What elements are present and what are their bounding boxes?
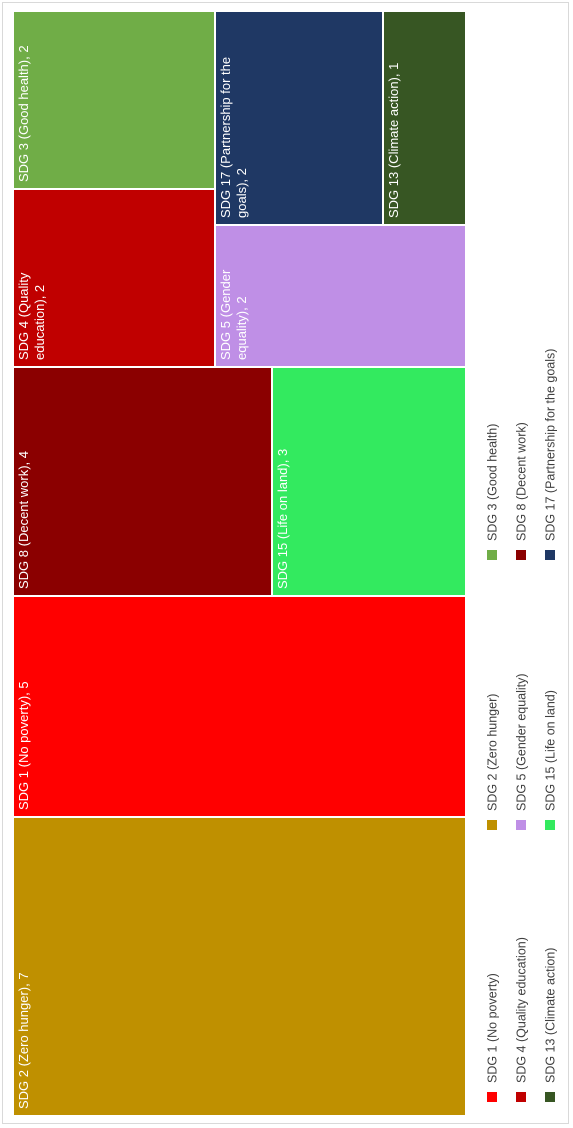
tile-label-line: education), 2 bbox=[32, 285, 47, 360]
tile-label-line: SDG 17 (Partnership for the bbox=[218, 57, 233, 218]
tile-label-sdg4: SDG 4 (Qualityeducation), 2 bbox=[16, 272, 47, 360]
tile-label-line: SDG 4 (Quality bbox=[16, 272, 31, 360]
legend-label: SDG 1 (No poverty) bbox=[486, 973, 500, 1083]
tile-label-line: SDG 13 (Climate action), 1 bbox=[386, 63, 401, 218]
tile-rect-sdg1 bbox=[14, 597, 465, 816]
legend-item: SDG 1 (No poverty) bbox=[486, 973, 500, 1102]
tile-label-sdg3: SDG 3 (Good health), 2 bbox=[16, 45, 31, 182]
tile-label-line: SDG 2 (Zero hunger), 7 bbox=[16, 972, 31, 1109]
tile-rect-sdg2 bbox=[14, 818, 465, 1115]
legend-item: SDG 17 (Partnership for the goals) bbox=[544, 349, 558, 560]
legend-swatch bbox=[545, 820, 555, 830]
legend-label: SDG 4 (Quality education) bbox=[515, 937, 529, 1083]
legend-item: SDG 2 (Zero hunger) bbox=[486, 694, 500, 830]
legend-swatch bbox=[545, 1092, 555, 1102]
tile-label-sdg17: SDG 17 (Partnership for thegoals), 2 bbox=[218, 57, 249, 218]
legend-label: SDG 17 (Partnership for the goals) bbox=[544, 349, 558, 541]
legend-swatch bbox=[487, 1092, 497, 1102]
tile-sdg5: SDG 5 (Genderequality), 2 bbox=[216, 226, 465, 366]
legend-item: SDG 15 (Life on land) bbox=[544, 690, 558, 830]
legend-swatch bbox=[545, 550, 555, 560]
legend-swatch bbox=[516, 1092, 526, 1102]
tile-sdg1: SDG 1 (No poverty), 5 bbox=[14, 597, 465, 816]
legend: SDG 1 (No poverty) SDG 2 (Zero hunger) SDG… bbox=[486, 349, 558, 1102]
legend-label: SDG 13 (Climate action) bbox=[544, 948, 558, 1083]
legend-item: SDG 8 (Decent work) bbox=[515, 422, 529, 560]
legend-item: SDG 3 (Good health) bbox=[486, 424, 500, 560]
tile-label-line: equality), 2 bbox=[234, 296, 249, 360]
tile-sdg2: SDG 2 (Zero hunger), 7 bbox=[14, 818, 465, 1115]
tile-sdg15: SDG 15 (Life on land), 3 bbox=[273, 368, 465, 595]
legend-label: SDG 3 (Good health) bbox=[486, 424, 500, 541]
tile-sdg17: SDG 17 (Partnership for thegoals), 2 bbox=[216, 12, 382, 224]
legend-swatch bbox=[516, 550, 526, 560]
tile-sdg8: SDG 8 (Decent work), 4 bbox=[14, 368, 271, 595]
legend-item: SDG 5 (Gender equality) bbox=[515, 673, 529, 830]
tile-label-line: SDG 8 (Decent work), 4 bbox=[16, 451, 31, 589]
tile-label-line: goals), 2 bbox=[234, 168, 249, 218]
tile-rect-sdg8 bbox=[14, 368, 271, 595]
tile-label-sdg1: SDG 1 (No poverty), 5 bbox=[16, 681, 31, 810]
tile-label-sdg13: SDG 13 (Climate action), 1 bbox=[386, 63, 401, 218]
legend-label: SDG 8 (Decent work) bbox=[515, 422, 529, 541]
legend-swatch bbox=[516, 820, 526, 830]
legend-swatch bbox=[487, 820, 497, 830]
tile-rect-sdg5 bbox=[216, 226, 465, 366]
tile-sdg3: SDG 3 (Good health), 2 bbox=[14, 12, 214, 188]
tile-rect-sdg13 bbox=[384, 12, 465, 224]
tile-label-line: SDG 15 (Life on land), 3 bbox=[275, 449, 290, 589]
legend-item: SDG 13 (Climate action) bbox=[544, 948, 558, 1102]
legend-label: SDG 15 (Life on land) bbox=[544, 690, 558, 811]
legend-swatch bbox=[487, 550, 497, 560]
tile-label-sdg15: SDG 15 (Life on land), 3 bbox=[275, 449, 290, 589]
tile-label-line: SDG 3 (Good health), 2 bbox=[16, 45, 31, 182]
tile-rect-sdg15 bbox=[273, 368, 465, 595]
legend-item: SDG 4 (Quality education) bbox=[515, 937, 529, 1102]
tile-sdg4: SDG 4 (Qualityeducation), 2 bbox=[14, 190, 214, 366]
tile-sdg13: SDG 13 (Climate action), 1 bbox=[384, 12, 465, 224]
tile-rect-sdg3 bbox=[14, 12, 214, 188]
tile-label-line: SDG 5 (Gender bbox=[218, 269, 233, 360]
tile-label-sdg5: SDG 5 (Genderequality), 2 bbox=[218, 269, 249, 360]
treemap-tiles: SDG 2 (Zero hunger), 7 SDG 1 (No poverty)… bbox=[14, 12, 465, 1115]
tile-label-sdg8: SDG 8 (Decent work), 4 bbox=[16, 451, 31, 589]
legend-label: SDG 5 (Gender equality) bbox=[515, 673, 529, 811]
tile-rect-sdg17 bbox=[216, 12, 382, 224]
tile-label-line: SDG 1 (No poverty), 5 bbox=[16, 681, 31, 810]
tile-rect-sdg4 bbox=[14, 190, 214, 366]
legend-label: SDG 2 (Zero hunger) bbox=[486, 694, 500, 811]
tile-label-sdg2: SDG 2 (Zero hunger), 7 bbox=[16, 972, 31, 1109]
